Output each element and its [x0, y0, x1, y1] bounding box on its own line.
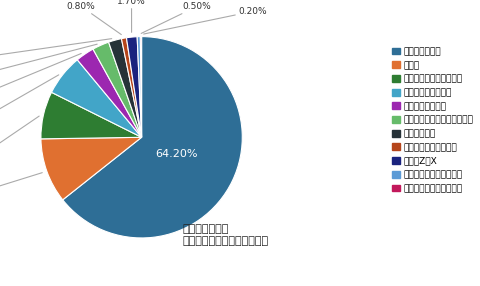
Wedge shape [77, 49, 142, 137]
Wedge shape [93, 42, 142, 137]
Wedge shape [140, 37, 142, 137]
Text: 64.20%: 64.20% [155, 149, 197, 159]
Legend: ポケモンカード, 遗戲王, ワンピースカードゲーム, デュエルマスターズ, バトルスピリッツ, マジック・ザ・ギャザリング, ヴァンガード, ヴァイスシュヴァル: ポケモンカード, 遗戲王, ワンピースカードゲーム, デュエルマスターズ, バト… [392, 47, 473, 193]
Text: 1.70%: 1.70% [117, 0, 146, 32]
Text: 6.60%: 6.60% [0, 75, 59, 130]
Wedge shape [121, 38, 142, 137]
Text: 無断転載、利用
まとめサイトへの引用を禁ず: 無断転載、利用 まとめサイトへの引用を禁ず [182, 224, 268, 246]
Text: 0.80%: 0.80% [67, 2, 121, 35]
Text: 2.70%: 2.70% [0, 44, 97, 82]
Wedge shape [41, 92, 142, 139]
Text: 2.10%: 2.10% [0, 39, 112, 63]
Text: 0.20%: 0.20% [144, 7, 267, 34]
Wedge shape [126, 37, 142, 137]
Wedge shape [137, 37, 142, 137]
Text: 10.40%: 10.40% [0, 173, 42, 200]
Wedge shape [108, 39, 142, 137]
Text: 0.50%: 0.50% [141, 2, 211, 33]
Wedge shape [63, 37, 242, 238]
Wedge shape [51, 60, 142, 137]
Text: 7.60%: 7.60% [0, 116, 39, 167]
Text: 3.00%: 3.00% [0, 53, 81, 104]
Wedge shape [41, 137, 142, 200]
